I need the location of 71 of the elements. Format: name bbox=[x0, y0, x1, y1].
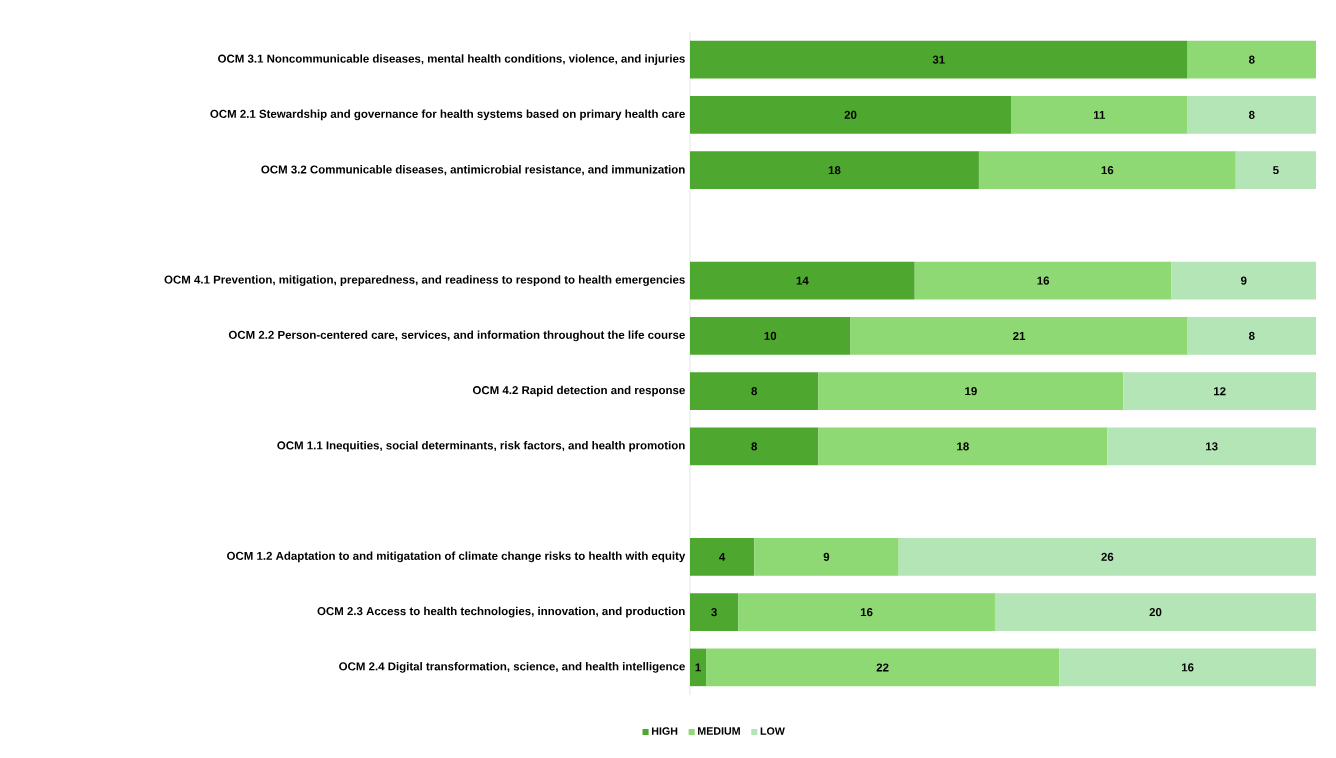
bar bbox=[754, 538, 899, 576]
data-label: 18 bbox=[828, 166, 841, 175]
data-label: 5 bbox=[1273, 166, 1279, 175]
y-tick-label: OCM 4.2 Rapid detection and response bbox=[472, 385, 685, 397]
bar bbox=[818, 372, 1124, 410]
data-label: 8 bbox=[1248, 55, 1255, 64]
data-label: 9 bbox=[823, 552, 830, 561]
data-label: 4 bbox=[719, 552, 726, 561]
y-tick-label: OCM 2.2 Person-centered care, services, and information throughout the life course bbox=[228, 330, 685, 342]
y-tick-label: OCM 3.1 Noncommunicable diseases, mental health conditions, violence, and injuries bbox=[218, 54, 685, 65]
data-label: 20 bbox=[844, 110, 857, 119]
data-label: 18 bbox=[957, 442, 969, 451]
bar bbox=[690, 648, 707, 687]
data-label: 3 bbox=[711, 608, 717, 617]
data-label: 31 bbox=[932, 55, 945, 64]
bar bbox=[850, 317, 1188, 355]
data-label: 8 bbox=[1248, 110, 1255, 119]
data-label: 8 bbox=[1248, 331, 1255, 340]
bar bbox=[914, 261, 1172, 300]
bar bbox=[738, 593, 995, 631]
bar bbox=[818, 427, 1108, 466]
data-label: 14 bbox=[796, 276, 809, 285]
data-label: 10 bbox=[764, 331, 777, 340]
y-tick-label: OCM 1.2 Adaptation to and mitigatation of climate change risks to health with equity bbox=[227, 551, 686, 563]
bar bbox=[898, 538, 1316, 576]
bar bbox=[690, 593, 739, 631]
legend-label: LOW bbox=[760, 727, 785, 735]
bar bbox=[1187, 317, 1316, 355]
data-label: 8 bbox=[751, 442, 758, 451]
y-tick-label: OCM 2.4 Digital transformation, science, and health intelligence bbox=[339, 662, 685, 673]
data-label: 1 bbox=[695, 663, 701, 672]
bar bbox=[1171, 261, 1316, 300]
bar bbox=[690, 96, 1012, 134]
data-label: 8 bbox=[751, 387, 758, 396]
bar bbox=[690, 372, 819, 410]
bar bbox=[690, 317, 851, 355]
data-label: 16 bbox=[1037, 276, 1050, 285]
y-tick-label: OCM 3.2 Communicable diseases, antimicrobial resistance, and immunization bbox=[261, 165, 685, 176]
bar bbox=[1107, 427, 1316, 466]
bar bbox=[690, 427, 819, 466]
data-label: 22 bbox=[876, 663, 889, 672]
bar bbox=[1187, 96, 1316, 134]
legend-label: HIGH bbox=[651, 727, 678, 735]
bar bbox=[1187, 40, 1316, 79]
y-tick-label: OCM 1.1 Inequities, social determinants, risk factors, and health promotion bbox=[277, 441, 685, 452]
y-tick-label: OCM 4.1 Prevention, mitigation, preparedness, and readiness to respond to health emergencies bbox=[164, 275, 685, 286]
data-label: 20 bbox=[1149, 608, 1162, 617]
data-label: 16 bbox=[1181, 663, 1194, 672]
bar bbox=[1059, 648, 1316, 687]
data-label: 16 bbox=[860, 608, 873, 617]
bar bbox=[706, 648, 1060, 687]
legend-label: MEDIUM bbox=[698, 727, 740, 735]
bar bbox=[978, 151, 1236, 189]
data-label: 19 bbox=[965, 387, 977, 396]
data-label: 11 bbox=[1093, 110, 1106, 119]
y-tick-label: OCM 2.1 Stewardship and governance for health systems based on primary health care bbox=[210, 109, 685, 121]
bar bbox=[690, 40, 1188, 79]
data-label: 12 bbox=[1214, 387, 1226, 396]
y-tick-label: OCM 2.3 Access to health technologies, innovation, and production bbox=[317, 606, 685, 618]
bar bbox=[690, 538, 755, 576]
bar bbox=[690, 261, 915, 300]
data-label: 9 bbox=[1240, 276, 1247, 285]
data-label: 21 bbox=[1013, 331, 1026, 340]
data-label: 13 bbox=[1206, 442, 1218, 451]
data-label: 16 bbox=[1101, 166, 1114, 175]
bar bbox=[690, 151, 979, 189]
bar bbox=[1123, 372, 1316, 410]
bar bbox=[1235, 151, 1316, 189]
data-label: 26 bbox=[1101, 552, 1114, 561]
bar bbox=[1011, 96, 1188, 134]
bar bbox=[994, 593, 1316, 631]
